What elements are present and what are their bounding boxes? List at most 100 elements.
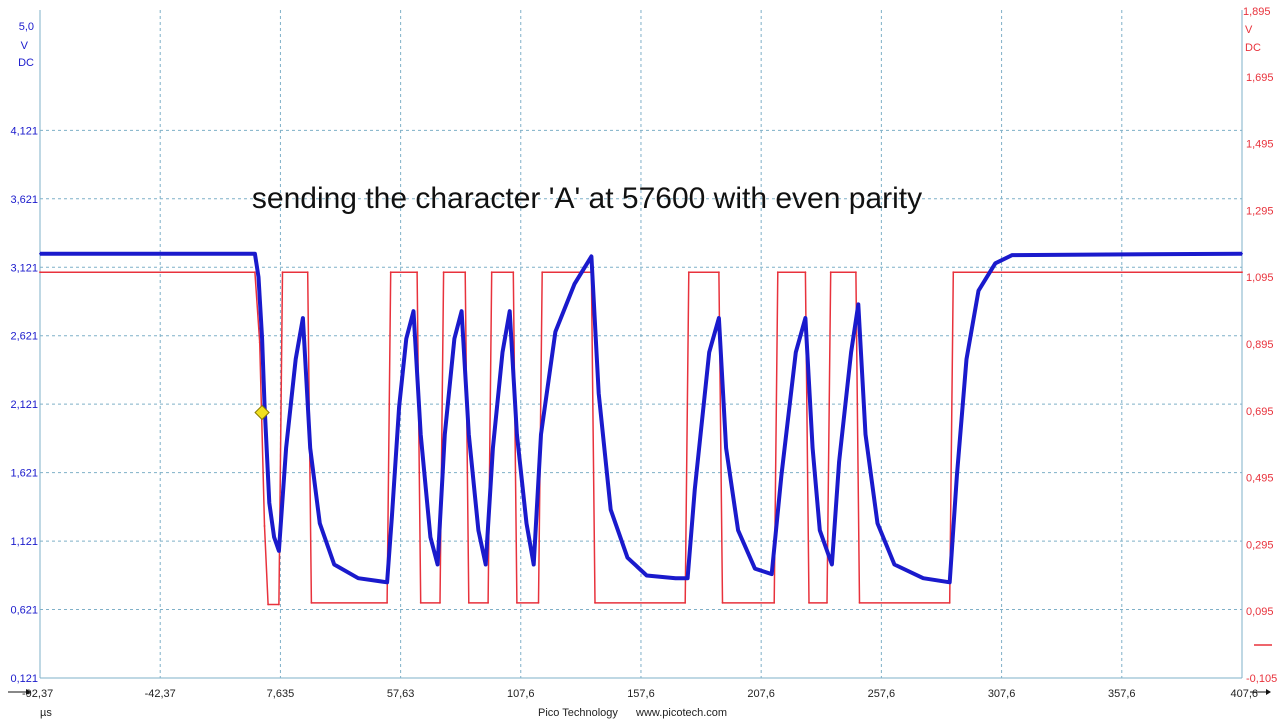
- left-tick-label: 3,621: [10, 194, 38, 206]
- right-tick-label: 1,095: [1246, 272, 1274, 284]
- right-axis-unit-line-3: DC: [1245, 42, 1261, 54]
- left-tick-label: 1,121: [10, 536, 38, 548]
- blue-trace-point: [857, 303, 860, 306]
- x-axis-ticks: -92,37 -42,37 7,635 57,63 107,6 157,6 207,6 257…: [22, 688, 1258, 700]
- blue-trace-point: [864, 433, 867, 436]
- blue-trace-point: [501, 351, 504, 354]
- blue-trace-point: [686, 577, 689, 580]
- red-trace-point: [389, 271, 392, 274]
- red-trace-point: [773, 602, 776, 604]
- blue-trace-point: [525, 522, 528, 525]
- left-axis-unit-line-1: 5,0: [19, 21, 34, 33]
- right-tick-label: 1,695: [1246, 72, 1274, 84]
- red-trace-point: [419, 602, 422, 604]
- red-trace-point: [464, 271, 467, 274]
- red-trace-point: [952, 271, 955, 274]
- red-trace-point: [39, 271, 41, 274]
- left-tick-label: 2,621: [10, 331, 38, 343]
- red-trace-point: [541, 271, 544, 274]
- left-tick-label: 0,621: [10, 605, 38, 617]
- red-trace-point: [512, 271, 515, 274]
- red-series: [39, 271, 1243, 606]
- trigger-marker-layer: [254, 404, 270, 421]
- x-tick-label: 57,63: [387, 688, 415, 700]
- x-tick-label: 157,6: [627, 688, 655, 700]
- red-trace-point: [858, 602, 861, 604]
- blue-trace-point: [484, 563, 487, 566]
- red-trace-point: [808, 602, 810, 604]
- blue-trace-point: [285, 447, 287, 449]
- blue-trace: [40, 251, 1243, 585]
- right-tick-label: -0,105: [1246, 673, 1277, 685]
- right-tick-label: 0,695: [1246, 406, 1274, 418]
- blue-trace-point: [1241, 252, 1243, 255]
- blue-trace-point: [261, 337, 263, 340]
- red-trace-point: [537, 602, 540, 604]
- annotation-text: sending the character 'A' at 57600 with …: [252, 182, 922, 215]
- blue-trace-point: [516, 433, 518, 436]
- blue-trace-point: [540, 433, 542, 436]
- left-tick-label: 0,121: [10, 673, 38, 685]
- blue-trace-point: [554, 330, 557, 333]
- left-tick-label: 3,121: [10, 262, 38, 274]
- right-tick-label: 1,295: [1246, 205, 1274, 217]
- blue-trace-point: [818, 529, 821, 532]
- right-axis-unit-line-2: V: [1245, 24, 1253, 36]
- right-tick-label: 0,095: [1246, 606, 1274, 618]
- x-tick-label: 357,6: [1108, 688, 1136, 700]
- blue-trace-point: [693, 488, 696, 491]
- blue-trace-point: [443, 433, 446, 436]
- blue-trace-point: [357, 577, 360, 580]
- blue-trace-point: [1011, 254, 1014, 256]
- right-tick-label: 0,495: [1246, 473, 1274, 485]
- right-axis-unit: 1,895 V DC: [1243, 6, 1271, 54]
- red-trace-point: [278, 603, 280, 606]
- blue-trace-point: [922, 577, 925, 580]
- blue-trace-point: [398, 406, 400, 408]
- x-tick-label: 257,6: [868, 688, 896, 700]
- x-axis-unit: µs: [40, 707, 52, 719]
- footer-brand: Pico Technology: [538, 707, 618, 719]
- red-trace-point: [439, 602, 441, 604]
- x-tick-label: -42,37: [145, 688, 176, 700]
- red-trace-point: [804, 271, 807, 274]
- blue-trace-point: [609, 508, 612, 511]
- right-axis-ticks: 1,695 1,495 1,295 1,095 0,895 0,695 0,495 0,295…: [1246, 72, 1277, 685]
- red-trace-point: [1241, 271, 1243, 274]
- blue-trace-point: [467, 433, 470, 436]
- right-axis-unit-line-1: 1,895: [1243, 6, 1271, 18]
- blue-trace-point: [477, 529, 480, 532]
- blue-trace-point: [626, 556, 629, 559]
- blue-trace-point: [948, 581, 951, 584]
- blue-trace-point: [302, 317, 304, 319]
- blue-trace-point: [39, 252, 41, 255]
- red-trace-point: [281, 271, 284, 274]
- blue-trace-point: [794, 351, 797, 354]
- blue-trace-point: [977, 289, 980, 292]
- blue-trace-point: [268, 502, 271, 504]
- x-tick-label: 207,6: [747, 688, 775, 700]
- footer-website: www.picotech.com: [635, 707, 727, 719]
- blue-trace-point: [254, 252, 256, 255]
- x-tick-label: -92,37: [22, 688, 53, 700]
- x-tick-label: 407,6: [1230, 688, 1258, 700]
- left-axis-unit: 5,0 V DC: [18, 21, 34, 69]
- red-trace: [40, 271, 1242, 606]
- red-trace-point: [684, 602, 687, 604]
- red-trace-point: [826, 602, 828, 604]
- trigger-marker[interactable]: [254, 404, 270, 421]
- red-trace-point: [776, 271, 779, 274]
- blue-trace-point: [318, 522, 321, 525]
- blue-trace-point: [278, 549, 280, 552]
- blue-trace-point: [294, 358, 297, 360]
- blue-trace-point: [770, 573, 773, 575]
- blue-trace-point: [273, 536, 275, 538]
- red-trace-point: [254, 271, 256, 274]
- red-trace-point: [948, 602, 951, 604]
- blue-trace-point: [460, 310, 463, 313]
- left-tick-label: 1,621: [10, 468, 38, 480]
- blue-trace-point: [257, 276, 260, 278]
- red-trace-point: [416, 271, 418, 274]
